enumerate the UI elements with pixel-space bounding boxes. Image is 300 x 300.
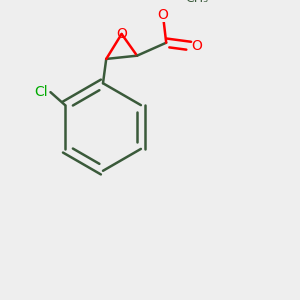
Text: CH₃: CH₃ — [186, 0, 209, 5]
Text: Cl: Cl — [34, 85, 48, 99]
Text: O: O — [158, 8, 168, 22]
Text: O: O — [116, 27, 127, 41]
Text: O: O — [191, 39, 202, 53]
